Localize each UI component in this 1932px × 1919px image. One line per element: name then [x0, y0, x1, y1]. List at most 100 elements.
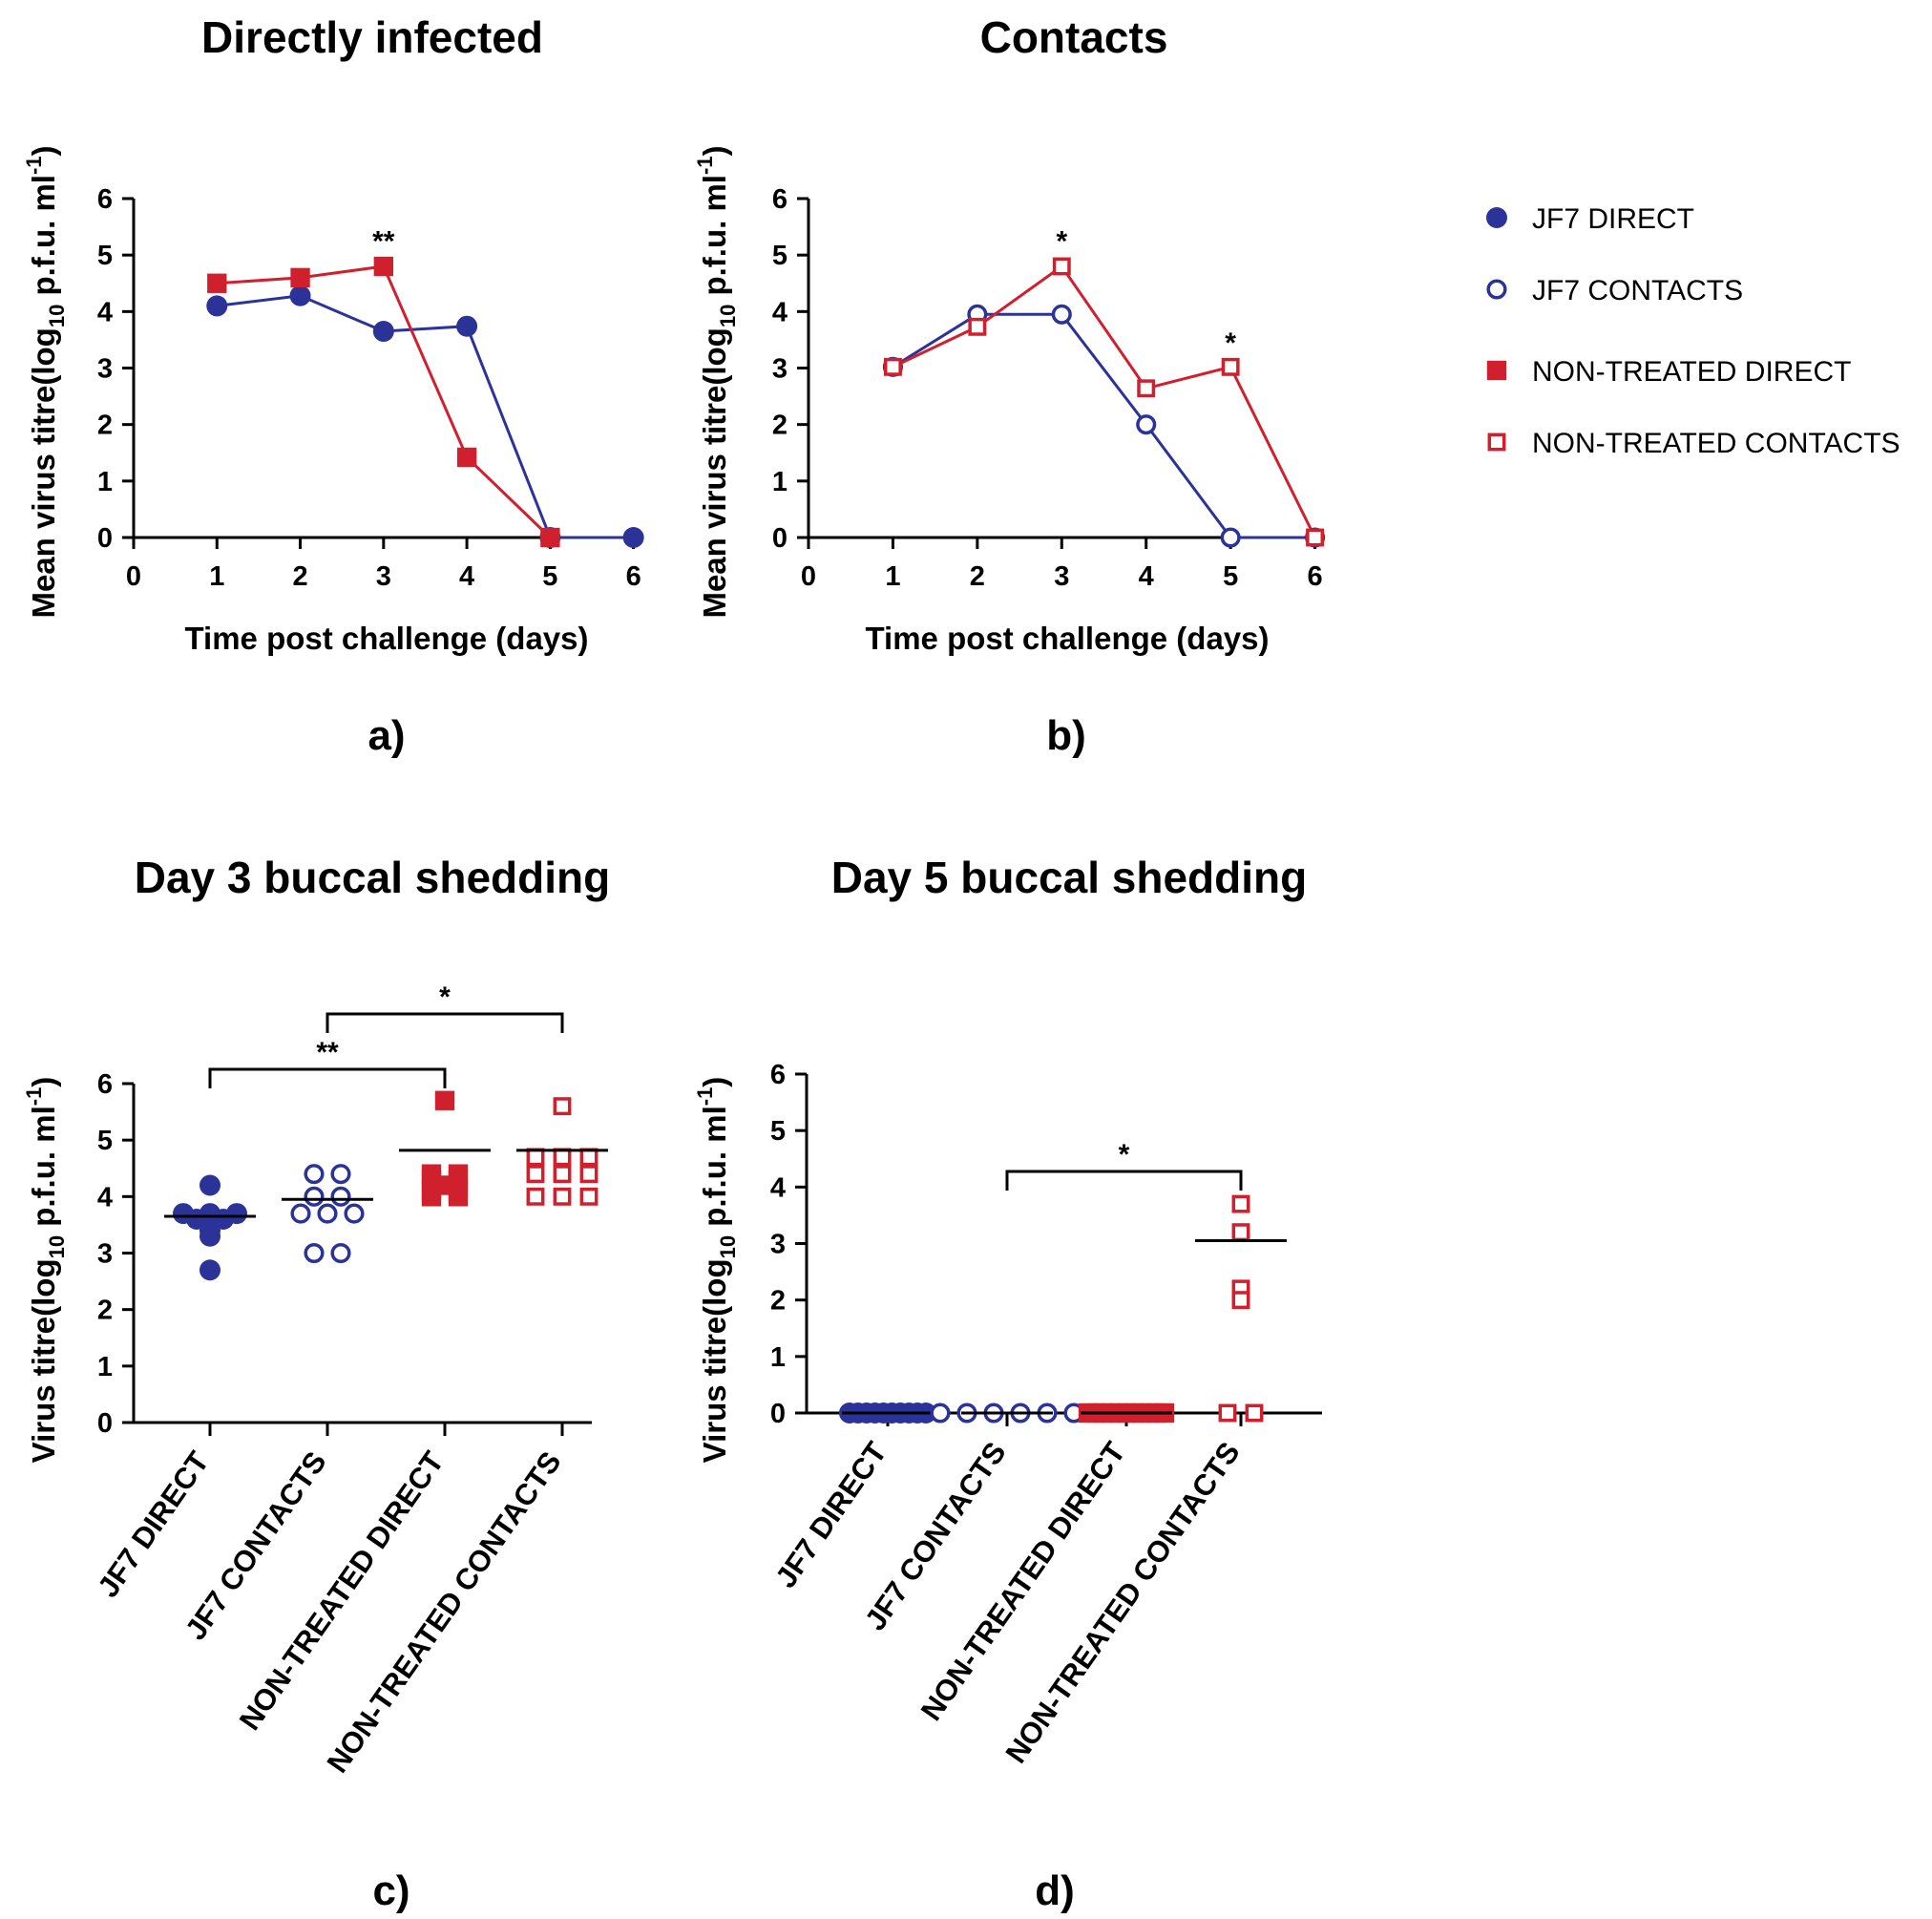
significance-marker: ** — [372, 225, 395, 257]
y-tick-label-b: 3 — [772, 354, 788, 385]
data-point-non-treated-contacts — [1218, 1403, 1237, 1423]
series-line-non-treated-contacts — [892, 264, 1316, 538]
significance-marker: * — [1225, 327, 1236, 359]
x-tick-label-b: 4 — [1139, 561, 1154, 592]
data-point-non-treated-contacts — [579, 1187, 598, 1206]
data-point-non-treated-contacts — [1052, 257, 1071, 276]
data-point-non-treated-direct — [540, 527, 560, 548]
x-axis-label-b: Time post challenge (days) — [865, 621, 1269, 656]
data-point-jf7-contacts — [1136, 414, 1157, 435]
data-point-jf7-direct — [456, 315, 478, 337]
data-point-non-treated-direct — [456, 447, 477, 468]
chart-title-c: Day 3 buccal shedding — [135, 853, 610, 902]
x-tick-label-b: 6 — [1308, 561, 1323, 592]
data-point-non-treated-contacts — [1221, 357, 1240, 376]
y-axis-label-c: Virus titre(log10 p.f.u. ml-1) — [22, 1077, 69, 1464]
data-point-jf7-contacts — [330, 1164, 351, 1185]
legend-label-non-treated-direct: NON-TREATED DIRECT — [1532, 356, 1851, 388]
significance-marker: * — [1056, 225, 1067, 257]
y-axis-label-b: Mean virus titre(log10 p.f.u. ml-1) — [693, 145, 740, 618]
data-point-jf7-contacts — [930, 1402, 951, 1423]
y-tick-label-a: 6 — [97, 184, 113, 215]
y-tick-label-c: 2 — [97, 1296, 113, 1326]
data-point-non-treated-contacts — [553, 1148, 572, 1167]
data-point-jf7-direct — [372, 321, 394, 343]
panel-label-c: c) — [372, 1867, 410, 1914]
chart-title-b: Contacts — [980, 12, 1168, 62]
legend-label-non-treated-contacts: NON-TREATED CONTACTS — [1532, 428, 1900, 459]
panel-label-a: a) — [368, 712, 405, 759]
data-point-non-treated-contacts — [526, 1148, 545, 1167]
data-point-jf7-contacts — [304, 1186, 325, 1207]
y-tick-label-d: 3 — [770, 1230, 786, 1260]
y-tick-label-b: 5 — [772, 241, 788, 271]
data-point-non-treated-contacts — [1231, 1194, 1250, 1213]
data-point-jf7-contacts — [1220, 527, 1241, 548]
y-tick-label-c: 5 — [97, 1126, 113, 1156]
y-tick-label-a: 0 — [97, 523, 113, 554]
category-label-d: NON-TREATED DIRECT — [914, 1436, 1132, 1727]
legend-marker-non-treated-direct — [1486, 360, 1507, 381]
y-axis-label-d: Virus titre(log10 p.f.u. ml-1) — [693, 1077, 740, 1464]
data-point-jf7-direct — [206, 295, 228, 317]
data-point-non-treated-direct — [434, 1175, 455, 1195]
category-label-c: JF7 DIRECT — [91, 1445, 215, 1603]
panel-a-directly-infected: Directly infected Mean virus titre(log10… — [22, 12, 644, 759]
y-tick-label-b: 6 — [772, 184, 788, 215]
x-tick-label-b: 2 — [970, 561, 985, 592]
legend-marker-jf7-direct — [1486, 207, 1507, 228]
data-point-jf7-direct — [289, 285, 311, 306]
panel-label-d: d) — [1035, 1867, 1075, 1914]
data-point-jf7-contacts — [1051, 304, 1072, 325]
data-point-non-treated-contacts — [1137, 379, 1156, 398]
data-point-jf7-direct — [200, 1174, 220, 1196]
comparison-bracket — [326, 1012, 564, 1033]
data-point-jf7-contacts — [330, 1242, 351, 1264]
category-label-d: NON-TREATED CONTACTS — [999, 1436, 1247, 1769]
x-tick-label-a: 5 — [542, 561, 557, 592]
legend: JF7 DIRECT JF7 CONTACTS NON-TREATED DIRECT… — [1486, 203, 1900, 459]
legend-label-jf7-contacts: JF7 CONTACTS — [1532, 275, 1743, 306]
data-point-jf7-contacts — [304, 1242, 325, 1264]
y-tick-label-b: 1 — [772, 467, 788, 497]
y-tick-label-a: 1 — [97, 467, 113, 497]
y-tick-label-d: 0 — [770, 1399, 786, 1429]
data-point-jf7-contacts — [304, 1164, 325, 1185]
category-label-d: JF7 DIRECT — [768, 1436, 892, 1593]
data-point-non-treated-contacts — [526, 1165, 545, 1184]
y-tick-label-d: 5 — [770, 1116, 786, 1147]
legend-label-jf7-direct: JF7 DIRECT — [1532, 203, 1694, 235]
category-label-c: NON-TREATED CONTACTS — [321, 1445, 568, 1779]
comparison-bracket — [208, 1067, 447, 1088]
y-tick-label-d: 2 — [770, 1286, 786, 1317]
data-point-non-treated-contacts — [553, 1165, 572, 1184]
data-point-non-treated-contacts — [553, 1097, 572, 1116]
panel-d-day5-buccal-shedding: Day 5 buccal shedding Virus titre(log10 … — [693, 853, 1322, 1914]
data-point-non-treated-contacts — [579, 1165, 598, 1184]
data-point-non-treated-direct — [207, 273, 227, 293]
chart-title-d: Day 5 buccal shedding — [831, 853, 1307, 902]
panel-b-contacts: Contacts Mean virus titre(log10 p.f.u. m… — [693, 12, 1326, 759]
y-tick-label-a: 2 — [97, 411, 113, 441]
data-point-non-treated-direct — [434, 1090, 455, 1110]
data-point-jf7-contacts — [344, 1203, 365, 1224]
y-tick-label-b: 2 — [772, 411, 788, 441]
y-tick-label-c: 3 — [97, 1239, 113, 1270]
data-point-non-treated-direct — [290, 267, 310, 288]
data-point-non-treated-contacts — [883, 357, 902, 376]
data-point-jf7-contacts — [330, 1186, 351, 1207]
x-axis-label-a: Time post challenge (days) — [184, 621, 588, 656]
y-tick-label-b: 4 — [772, 297, 788, 327]
y-tick-label-c: 4 — [97, 1182, 113, 1213]
plot-area-a: 0 1 2 3 4 5 6 0 1 2 3 4 5 6 ** — [97, 184, 644, 592]
data-point-non-treated-contacts — [1306, 528, 1325, 547]
x-tick-label-b: 5 — [1223, 561, 1238, 592]
panel-c-day3-buccal-shedding: Day 3 buccal shedding Virus titre(log10 … — [22, 853, 610, 1914]
y-tick-label-d: 6 — [770, 1060, 786, 1090]
data-point-jf7-direct — [622, 527, 644, 548]
comparison-bracket — [1005, 1170, 1243, 1191]
data-point-non-treated-contacts — [1245, 1403, 1264, 1423]
